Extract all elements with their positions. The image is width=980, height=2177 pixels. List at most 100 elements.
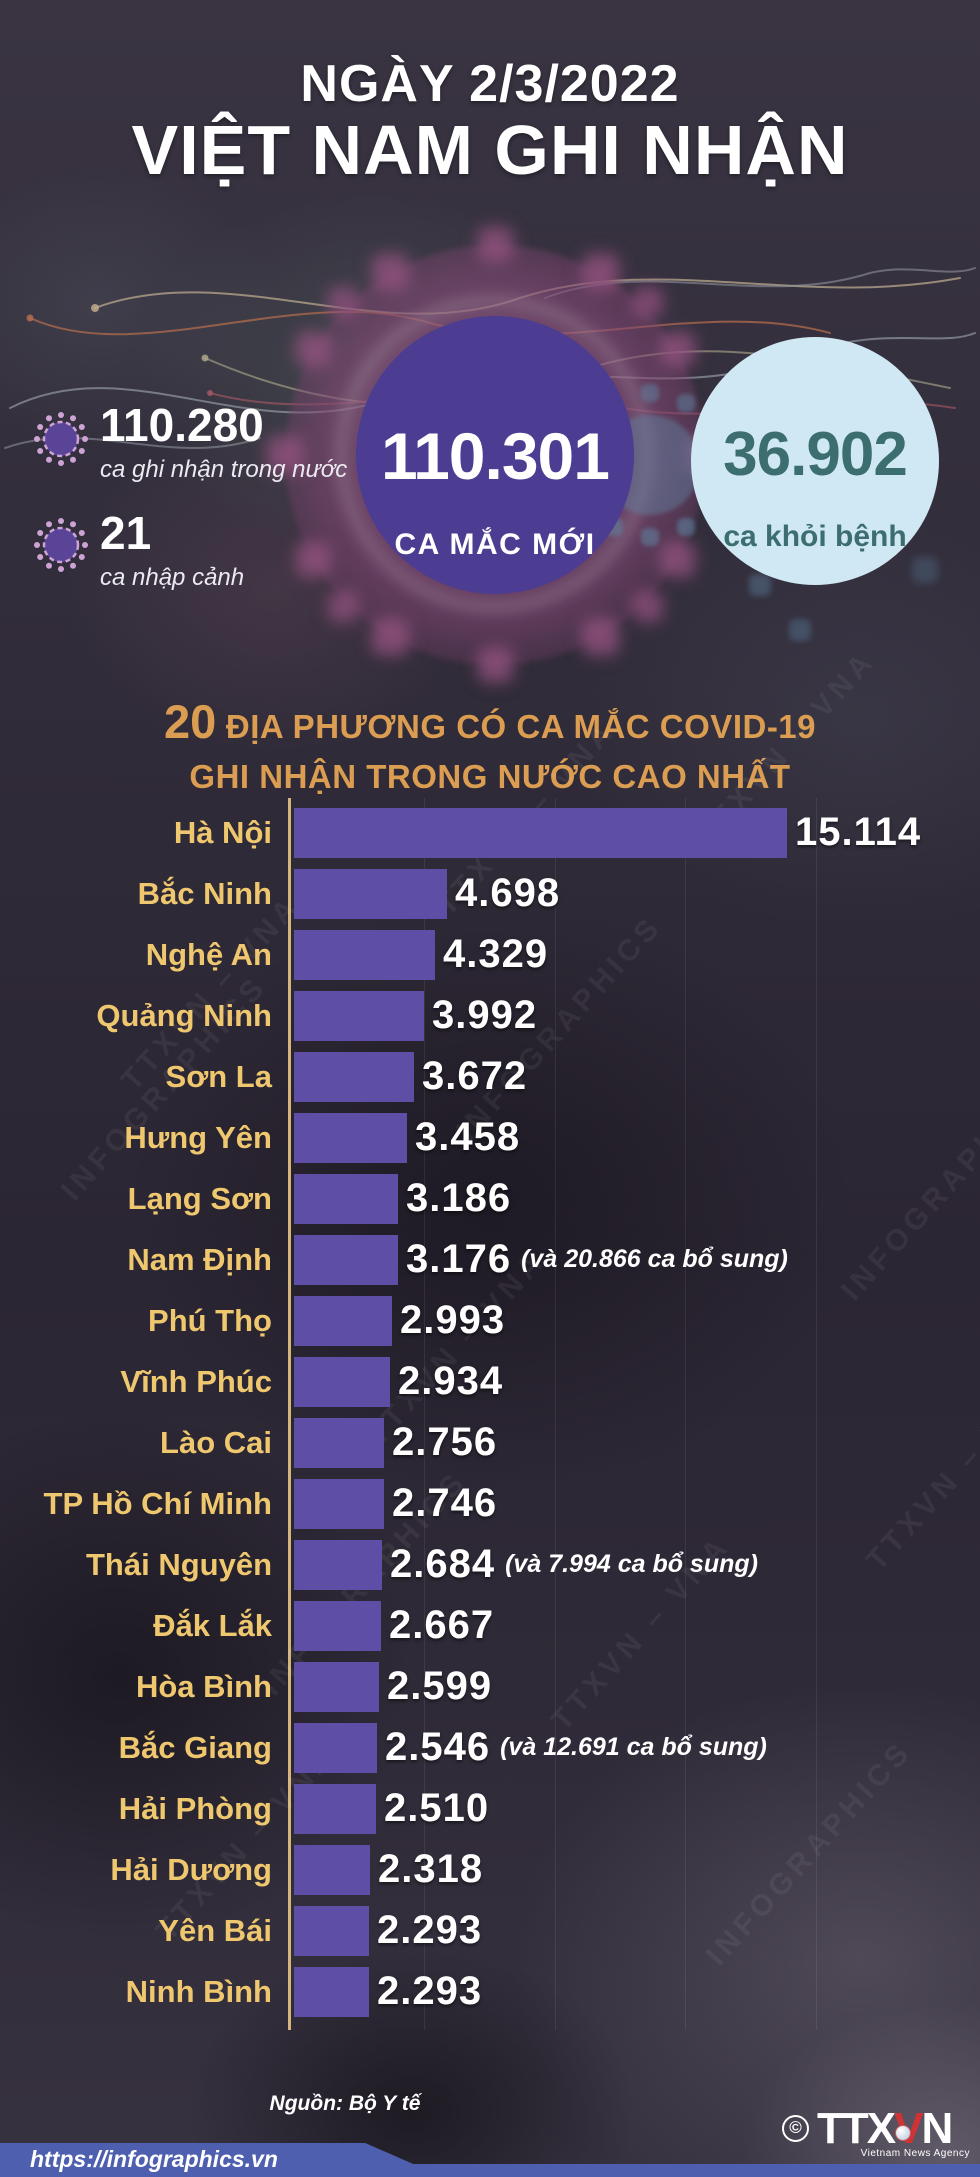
bar-zone: 4.698 — [294, 868, 560, 919]
supplement-note: (và 7.994 ca bổ sung) — [505, 1550, 758, 1578]
teal-virus-dots — [648, 463, 652, 467]
gridline — [685, 798, 686, 2030]
province-label: Sơn La — [165, 1058, 272, 1094]
table-row: Bắc Ninh 4.698 — [0, 863, 980, 924]
logo-text-ttx: TTX — [817, 2104, 896, 2153]
bar-zone: 4.329 — [294, 929, 549, 980]
bar-zone: 2.746 — [294, 1478, 497, 1529]
bar — [294, 1173, 398, 1224]
bar — [294, 807, 787, 858]
case-count: 3.458 — [415, 1115, 521, 1159]
bar — [294, 1783, 376, 1834]
case-count: 2.293 — [377, 1969, 483, 2013]
chart-axis-line — [288, 798, 291, 2030]
province-label: TP Hồ Chí Minh — [43, 1485, 272, 1521]
bar — [294, 1112, 407, 1163]
table-row: Hưng Yên 3.458 — [0, 1107, 980, 1168]
gridline — [816, 798, 817, 2030]
copyright-icon: © — [782, 2114, 809, 2142]
bar — [294, 1051, 414, 1102]
globe-icon — [895, 2125, 911, 2141]
bar-zone: 2.756 — [294, 1417, 498, 1468]
table-row: TP Hồ Chí Minh 2.746 — [0, 1473, 980, 1534]
province-label: Lạng Sơn — [127, 1180, 272, 1216]
case-count: 3.186 — [406, 1176, 512, 1220]
table-row: Phú Thọ 2.993 — [0, 1290, 980, 1351]
province-label: Hưng Yên — [124, 1119, 272, 1155]
province-label: Bắc Giang — [118, 1729, 272, 1765]
bar-zone: 3.672 — [294, 1051, 528, 1102]
bar-zone: 2.934 — [294, 1356, 504, 1407]
province-label: Phú Thọ — [148, 1302, 272, 1338]
case-count: 3.672 — [422, 1054, 528, 1098]
bar — [294, 1295, 392, 1346]
footer-url-ribbon — [0, 2143, 415, 2177]
table-row: Quảng Ninh 3.992 — [0, 985, 980, 1046]
bar-zone: 2.510 — [294, 1783, 489, 1834]
table-row: Yên Bái 2.293 — [0, 1900, 980, 1961]
supplement-note: (và 12.691 ca bổ sung) — [500, 1733, 767, 1761]
case-count: 2.993 — [400, 1298, 506, 1342]
case-count: 4.329 — [443, 932, 549, 976]
province-label: Bắc Ninh — [137, 875, 272, 911]
province-label: Thái Nguyên — [85, 1546, 272, 1582]
province-label: Hải Dương — [110, 1851, 272, 1887]
case-count: 2.756 — [392, 1420, 498, 1464]
bar-zone: 3.458 — [294, 1112, 521, 1163]
table-row: Ninh Bình 2.293 — [0, 1961, 980, 2022]
bar-zone: 2.318 — [294, 1844, 484, 1895]
bar — [294, 1722, 377, 1773]
case-count: 2.318 — [378, 1847, 484, 1891]
gridline — [555, 798, 556, 2030]
bar-zone: 3.186 — [294, 1173, 512, 1224]
chart-title-number: 20 — [163, 695, 217, 748]
date-line: NGÀY 2/3/2022 — [300, 55, 680, 113]
recovered-value: 36.902 — [723, 419, 908, 489]
bar-zone: 2.546 (và 12.691 ca bổ sung) — [294, 1722, 767, 1773]
table-row: Lào Cai 2.756 — [0, 1412, 980, 1473]
bar-zone: 3.176 (và 20.866 ca bổ sung) — [294, 1234, 788, 1285]
table-row: Hải Phòng 2.510 — [0, 1778, 980, 1839]
bar — [294, 990, 424, 1041]
bar-zone: 3.992 — [294, 990, 537, 1041]
province-label: Hải Phòng — [118, 1790, 272, 1826]
bar — [294, 1844, 370, 1895]
table-row: Thái Nguyên 2.684 (và 7.994 ca bổ sung) — [0, 1534, 980, 1595]
bar — [294, 1600, 381, 1651]
province-label: Ninh Bình — [125, 1973, 272, 2009]
virus-icon — [34, 412, 88, 466]
case-count: 2.599 — [387, 1664, 493, 1708]
infographics-url: https://infographics.vn — [30, 2146, 278, 2172]
table-row: Hà Nội 15.114 — [0, 802, 980, 863]
bar — [294, 1478, 384, 1529]
province-label: Hà Nội — [173, 814, 272, 850]
table-row: Bắc Giang 2.546 (và 12.691 ca bổ sung) — [0, 1717, 980, 1778]
table-row: Vĩnh Phúc 2.934 — [0, 1351, 980, 1412]
domestic-cases-label: ca ghi nhận trong nước — [100, 456, 348, 483]
supplement-note: (và 20.866 ca bổ sung) — [521, 1245, 788, 1273]
province-label: Đắk Lắk — [153, 1607, 272, 1643]
province-label: Vĩnh Phúc — [120, 1363, 272, 1399]
case-count: 3.176 — [406, 1237, 512, 1281]
province-label: Yên Bái — [158, 1912, 272, 1948]
chart-title-line2: GHI NHẬN TRONG NƯỚC CAO NHẤT — [189, 758, 791, 795]
new-cases-value: 110.301 — [381, 419, 610, 493]
table-row: Nghệ An 4.329 — [0, 924, 980, 985]
recovered-circle: 36.902 ca khỏi bệnh — [691, 337, 939, 585]
bar — [294, 1661, 379, 1712]
table-row: Đắk Lắk 2.667 — [0, 1595, 980, 1656]
case-count: 2.934 — [398, 1359, 504, 1403]
bar — [294, 1966, 369, 2017]
bar — [294, 1356, 390, 1407]
table-row: Lạng Sơn 3.186 — [0, 1168, 980, 1229]
province-label: Nam Định — [127, 1241, 272, 1277]
bar — [294, 929, 435, 980]
case-count: 15.114 — [795, 810, 922, 854]
case-count: 2.684 — [390, 1542, 496, 1586]
bar-zone: 2.993 — [294, 1295, 506, 1346]
bar — [294, 1417, 384, 1468]
bar — [294, 1905, 369, 1956]
bar-zone: 15.114 — [294, 807, 922, 858]
province-label: Lào Cai — [160, 1424, 272, 1460]
chart-title-rest: ĐỊA PHƯƠNG CÓ CA MẮC COVID-19 — [216, 708, 817, 745]
